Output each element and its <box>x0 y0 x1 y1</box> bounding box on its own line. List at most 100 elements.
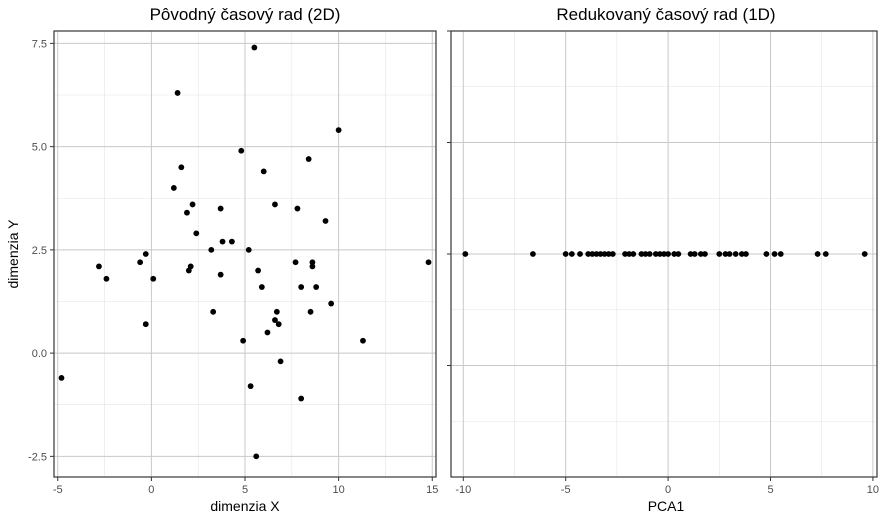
right-data-point <box>726 251 733 257</box>
right-data-point <box>687 251 694 257</box>
left-data-point <box>187 263 194 270</box>
left-y-tick-label: 5.0 <box>32 142 47 154</box>
left-data-point <box>58 374 65 381</box>
left-data-point <box>275 321 282 328</box>
right-data-point <box>675 251 682 257</box>
left-points <box>58 44 432 460</box>
left-data-point <box>208 246 215 253</box>
right-data-point <box>622 251 628 257</box>
left-data-point <box>189 201 196 208</box>
right-data-point <box>861 251 868 257</box>
left-x-tick-label: 0 <box>148 484 154 496</box>
right-chart-title: Redukovaný časový rad (1D) <box>556 5 775 24</box>
right-x-tick-label: 0 <box>665 484 671 496</box>
right-x-tick-label: -5 <box>561 484 571 496</box>
right-data-point <box>652 251 659 257</box>
right-data-point <box>661 251 667 257</box>
right-data-point <box>626 251 633 257</box>
left-y-axis-label: dimenzia Y <box>5 219 21 289</box>
left-data-point <box>238 147 245 154</box>
left-data-point <box>294 205 301 212</box>
left-data-point <box>217 205 224 212</box>
right-data-point <box>597 251 604 257</box>
right-data-point <box>732 251 739 257</box>
left-data-point <box>253 453 260 460</box>
right-data-point <box>771 251 778 257</box>
right-data-point <box>777 251 784 257</box>
left-data-point <box>272 201 278 208</box>
right-x-tick-label: -10 <box>455 484 471 496</box>
left-data-point <box>184 209 190 216</box>
left-x-tick-label: -5 <box>53 484 63 496</box>
left-data-point <box>217 271 224 278</box>
right-data-point <box>691 251 698 257</box>
left-y-tick-label: 2.5 <box>32 245 47 257</box>
left-x-axis-label: dimenzia X <box>210 498 280 514</box>
right-data-point <box>577 251 583 257</box>
left-data-point <box>277 358 284 365</box>
left-data-point <box>273 308 280 315</box>
left-data-point <box>103 275 110 282</box>
left-data-point <box>258 284 265 290</box>
right-data-point <box>530 251 536 257</box>
left-data-point <box>272 317 278 323</box>
right-x-tick-label: 5 <box>767 484 773 496</box>
right-data-point <box>738 251 745 257</box>
right-axis-ticks: -10 -5 0 5 10 <box>447 30 879 496</box>
right-data-point <box>562 251 569 257</box>
right-data-point <box>630 251 637 257</box>
right-data-point <box>743 251 749 257</box>
left-data-point <box>150 275 157 282</box>
left-x-tick-label: 5 <box>242 484 248 496</box>
right-data-point <box>462 251 469 257</box>
right-data-point <box>702 251 708 257</box>
right-data-point <box>763 251 770 257</box>
left-data-point <box>307 308 314 315</box>
left-data-point <box>425 259 432 266</box>
right-data-point <box>601 251 608 257</box>
left-data-point <box>260 168 267 175</box>
left-y-tick-label: 0.0 <box>32 348 47 360</box>
right-data-point <box>568 251 575 257</box>
left-data-point <box>178 164 185 171</box>
left-axis-ticks: -5 0 5 10 15 -2.5 0.0 2.5 5.0 7.5 <box>28 38 438 496</box>
right-data-point <box>665 251 671 257</box>
right-data-point <box>716 251 723 257</box>
left-data-point <box>219 238 226 245</box>
right-data-point <box>814 251 821 257</box>
left-chart-title: Pôvodný časový rad (2D) <box>150 5 341 24</box>
left-data-point <box>240 337 247 344</box>
left-x-tick-label: 10 <box>333 484 345 496</box>
left-data-point <box>245 246 252 253</box>
right-data-point <box>722 251 729 257</box>
right-data-point <box>638 251 645 257</box>
left-data-point <box>137 259 144 266</box>
left-data-point <box>228 238 235 245</box>
left-y-tick-label: -2.5 <box>28 451 47 463</box>
left-chart: Pôvodný časový rad (2D) -5 0 5 10 15 -2.5 0.0 2… <box>5 5 438 514</box>
left-data-point <box>96 263 102 270</box>
left-data-point <box>264 329 271 336</box>
right-data-point <box>657 251 663 257</box>
left-data-point <box>251 44 258 51</box>
right-data-point <box>671 251 678 257</box>
right-data-point <box>593 251 600 257</box>
left-data-point <box>309 263 316 270</box>
left-gridlines <box>53 30 437 478</box>
right-data-point <box>697 251 704 257</box>
left-data-point <box>142 321 149 328</box>
right-x-axis-label: PCA1 <box>648 498 685 514</box>
left-data-point <box>292 259 299 266</box>
right-data-point <box>646 251 653 257</box>
left-data-point <box>360 337 366 344</box>
left-data-point <box>247 383 254 390</box>
left-y-tick-label: 7.5 <box>32 38 47 50</box>
left-data-point <box>170 185 177 191</box>
right-points <box>462 251 868 257</box>
right-chart: Redukovaný časový rad (1D) -10 -5 0 5 10 PCA… <box>447 5 879 514</box>
left-data-point <box>174 90 181 96</box>
left-data-point <box>305 156 312 162</box>
left-data-point <box>298 284 305 290</box>
left-data-point <box>255 267 262 274</box>
